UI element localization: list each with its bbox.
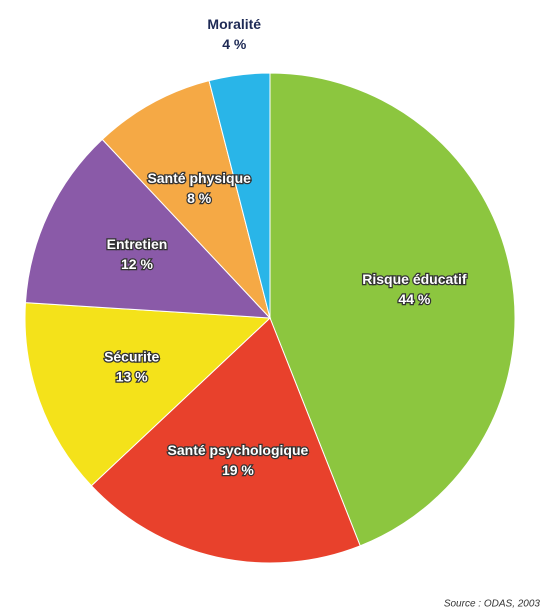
pie-slice <box>269 72 516 547</box>
slice-value: 19 % <box>222 462 254 478</box>
pie-slice <box>24 302 272 487</box>
slice-value: 12 % <box>121 256 153 272</box>
pie-slice <box>101 80 271 319</box>
slice-label: Moralité <box>207 16 261 32</box>
slice-value: 8 % <box>187 190 212 206</box>
slice-label: Sécurite <box>104 348 159 364</box>
source: Source : ODAS, 2003 <box>444 599 541 610</box>
pie-slice <box>24 138 272 319</box>
slice-value: 44 % <box>398 291 430 307</box>
slice-label: Santé psychologique <box>168 442 309 458</box>
slice-value: 13 % <box>116 368 148 384</box>
slice-label: Risque éducatif <box>362 271 467 287</box>
slice-label: Santé physique <box>147 170 251 186</box>
pie-slice <box>208 72 271 319</box>
slice-label: Entretien <box>107 236 168 252</box>
slice-value: 4 % <box>222 36 247 52</box>
pie-slice <box>90 317 361 564</box>
